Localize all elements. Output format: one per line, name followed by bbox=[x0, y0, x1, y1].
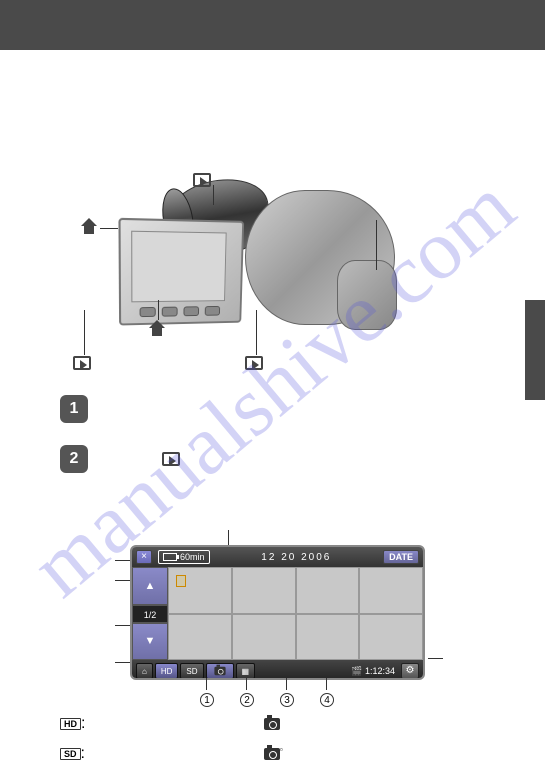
callout-play-left bbox=[73, 356, 91, 370]
index-bottom-bar: ⌂ HD SD ▦ 🎬 1:12:34 ⚙ bbox=[132, 660, 423, 680]
play-icon bbox=[162, 452, 180, 466]
step-1-marker: 1 bbox=[60, 395, 88, 423]
camcorder-screen-buttons bbox=[140, 306, 221, 317]
step-number-2: 2 bbox=[60, 445, 88, 473]
leader-line bbox=[115, 625, 130, 626]
index-memory-tab[interactable]: ▦ bbox=[236, 663, 256, 679]
circled-4: 4 bbox=[320, 690, 334, 708]
leader-line bbox=[256, 310, 257, 355]
index-page-number: 1/2 bbox=[132, 605, 168, 623]
play-icon bbox=[193, 173, 211, 187]
leader-line bbox=[115, 662, 130, 663]
callout-play-mid bbox=[245, 356, 263, 370]
camcorder-side-button bbox=[205, 306, 220, 316]
index-battery-indicator: 60min bbox=[158, 550, 210, 564]
hd-badge: HD bbox=[60, 718, 81, 730]
thumbnail-cell[interactable] bbox=[359, 567, 423, 614]
visual-index-screen: × 60min 12 20 2006 DATE ▲ 1/2 ▼ bbox=[130, 545, 425, 680]
index-option-button[interactable]: ⚙ bbox=[401, 663, 419, 679]
thumbnail-cell[interactable] bbox=[168, 614, 232, 661]
thumbnail-cell[interactable] bbox=[296, 567, 360, 614]
thumbnail-cell[interactable] bbox=[232, 567, 296, 614]
thumbnail-cell[interactable] bbox=[359, 614, 423, 661]
leader-line bbox=[158, 300, 159, 320]
index-date-text: 12 20 2006 bbox=[210, 552, 384, 563]
circled-1: 1 bbox=[200, 690, 214, 708]
camcorder-illustration bbox=[115, 170, 395, 370]
leader-line bbox=[286, 678, 287, 690]
index-home-button[interactable]: ⌂ bbox=[136, 663, 153, 679]
home-icon bbox=[148, 320, 166, 336]
index-close-button[interactable]: × bbox=[136, 550, 152, 564]
leader-line bbox=[115, 560, 130, 561]
callout-home-mid bbox=[148, 320, 166, 336]
leader-line bbox=[428, 658, 443, 659]
thumbnail-cell[interactable] bbox=[168, 567, 232, 614]
battery-text: 60min bbox=[180, 552, 205, 562]
circled-3: 3 bbox=[280, 690, 294, 708]
index-photo-tab[interactable] bbox=[206, 663, 234, 679]
hd-badge-row: HD: bbox=[60, 715, 280, 733]
circled-number: 3 bbox=[280, 693, 294, 707]
battery-icon bbox=[163, 553, 177, 561]
step-number-1: 1 bbox=[60, 395, 88, 423]
leader-line bbox=[326, 678, 327, 690]
index-timestamp-value: 1:12:34 bbox=[365, 666, 395, 676]
top-header-bar bbox=[0, 0, 545, 50]
index-date-button[interactable]: DATE bbox=[383, 550, 419, 564]
index-left-nav: ▲ 1/2 ▼ bbox=[132, 567, 168, 660]
camera-icon bbox=[264, 718, 280, 730]
thumbnail-cell[interactable] bbox=[296, 614, 360, 661]
camcorder-lcd-screen bbox=[118, 218, 244, 326]
leader-line bbox=[100, 228, 118, 229]
camcorder-lcd-inner bbox=[131, 231, 226, 303]
index-thumbnail-grid bbox=[168, 567, 423, 660]
circled-number: 1 bbox=[200, 693, 214, 707]
camcorder-side-button bbox=[183, 306, 199, 316]
selected-thumbnail-indicator bbox=[176, 575, 186, 587]
leader-line bbox=[84, 310, 85, 355]
leader-line bbox=[246, 678, 247, 690]
camcorder-side-button bbox=[162, 307, 178, 317]
leader-line bbox=[376, 220, 377, 270]
callout-play-top bbox=[193, 173, 211, 187]
camcorder-side-button bbox=[140, 307, 156, 317]
leader-line bbox=[213, 185, 214, 205]
camera-icon bbox=[214, 667, 225, 675]
index-sd-tab[interactable]: SD bbox=[180, 663, 203, 679]
index-timestamp: 🎬 1:12:34 bbox=[257, 666, 399, 677]
camera-memory-icon bbox=[264, 748, 280, 760]
side-tab bbox=[525, 300, 545, 400]
circled-number: 2 bbox=[240, 693, 254, 707]
sd-badge-row: SD: ▫ bbox=[60, 745, 283, 763]
index-down-arrow[interactable]: ▼ bbox=[132, 623, 168, 661]
play-icon bbox=[245, 356, 263, 370]
camcorder-grip bbox=[337, 260, 397, 330]
leader-line bbox=[206, 678, 207, 690]
step-2-marker: 2 bbox=[60, 445, 180, 473]
index-top-bar: × 60min 12 20 2006 DATE bbox=[132, 547, 423, 567]
play-icon bbox=[73, 356, 91, 370]
circled-number: 4 bbox=[320, 693, 334, 707]
thumbnail-cell[interactable] bbox=[232, 614, 296, 661]
callout-home-top bbox=[80, 218, 98, 234]
circled-2: 2 bbox=[240, 690, 254, 708]
home-icon bbox=[80, 218, 98, 234]
leader-line bbox=[115, 580, 130, 581]
index-up-arrow[interactable]: ▲ bbox=[132, 567, 168, 605]
index-hd-tab[interactable]: HD bbox=[155, 663, 179, 679]
sd-badge: SD bbox=[60, 748, 81, 760]
